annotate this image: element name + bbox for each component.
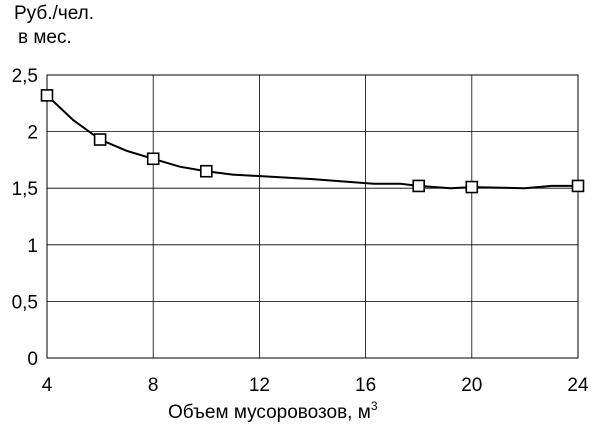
y-tick-label: 0,5 <box>12 292 38 313</box>
data-point-marker <box>571 179 585 193</box>
x-tick-label: 4 <box>42 375 53 396</box>
grid <box>46 74 579 359</box>
y-tick-labels: 0 0,5 1 1,5 2 2,5 <box>12 66 38 370</box>
data-point-marker <box>93 133 107 146</box>
x-axis-label-superscript: 3 <box>370 399 378 413</box>
x-tick-label: 16 <box>355 375 376 396</box>
data-point-marker <box>146 152 160 166</box>
x-tick-label: 12 <box>249 375 270 396</box>
y-tick-label: 2,5 <box>12 66 38 87</box>
y-tick-label: 1 <box>27 236 38 257</box>
x-tick-label: 24 <box>567 375 589 396</box>
y-tick-label: 0 <box>27 349 38 370</box>
series-line <box>46 94 578 190</box>
data-point-marker <box>200 164 213 178</box>
y-axis-label-line-1: Руб./чел. <box>14 3 95 24</box>
data-point-marker <box>412 179 426 193</box>
y-tick-label: 1,5 <box>12 179 38 200</box>
series-markers <box>40 89 585 194</box>
data-point-marker <box>465 180 479 194</box>
data-point-marker <box>40 89 54 102</box>
x-tick-labels: 4 8 12 16 20 24 <box>42 375 589 396</box>
x-tick-label: 8 <box>148 375 159 396</box>
x-tick-label: 20 <box>461 375 482 396</box>
y-axis-label-line-2: в мес. <box>18 27 72 48</box>
x-axis-label: Объем мусоровозов, м3 <box>168 399 378 424</box>
y-tick-label: 2 <box>27 123 38 144</box>
plot-frame <box>46 74 579 359</box>
x-axis-label-text: Объем мусоровозов, м <box>168 402 371 423</box>
